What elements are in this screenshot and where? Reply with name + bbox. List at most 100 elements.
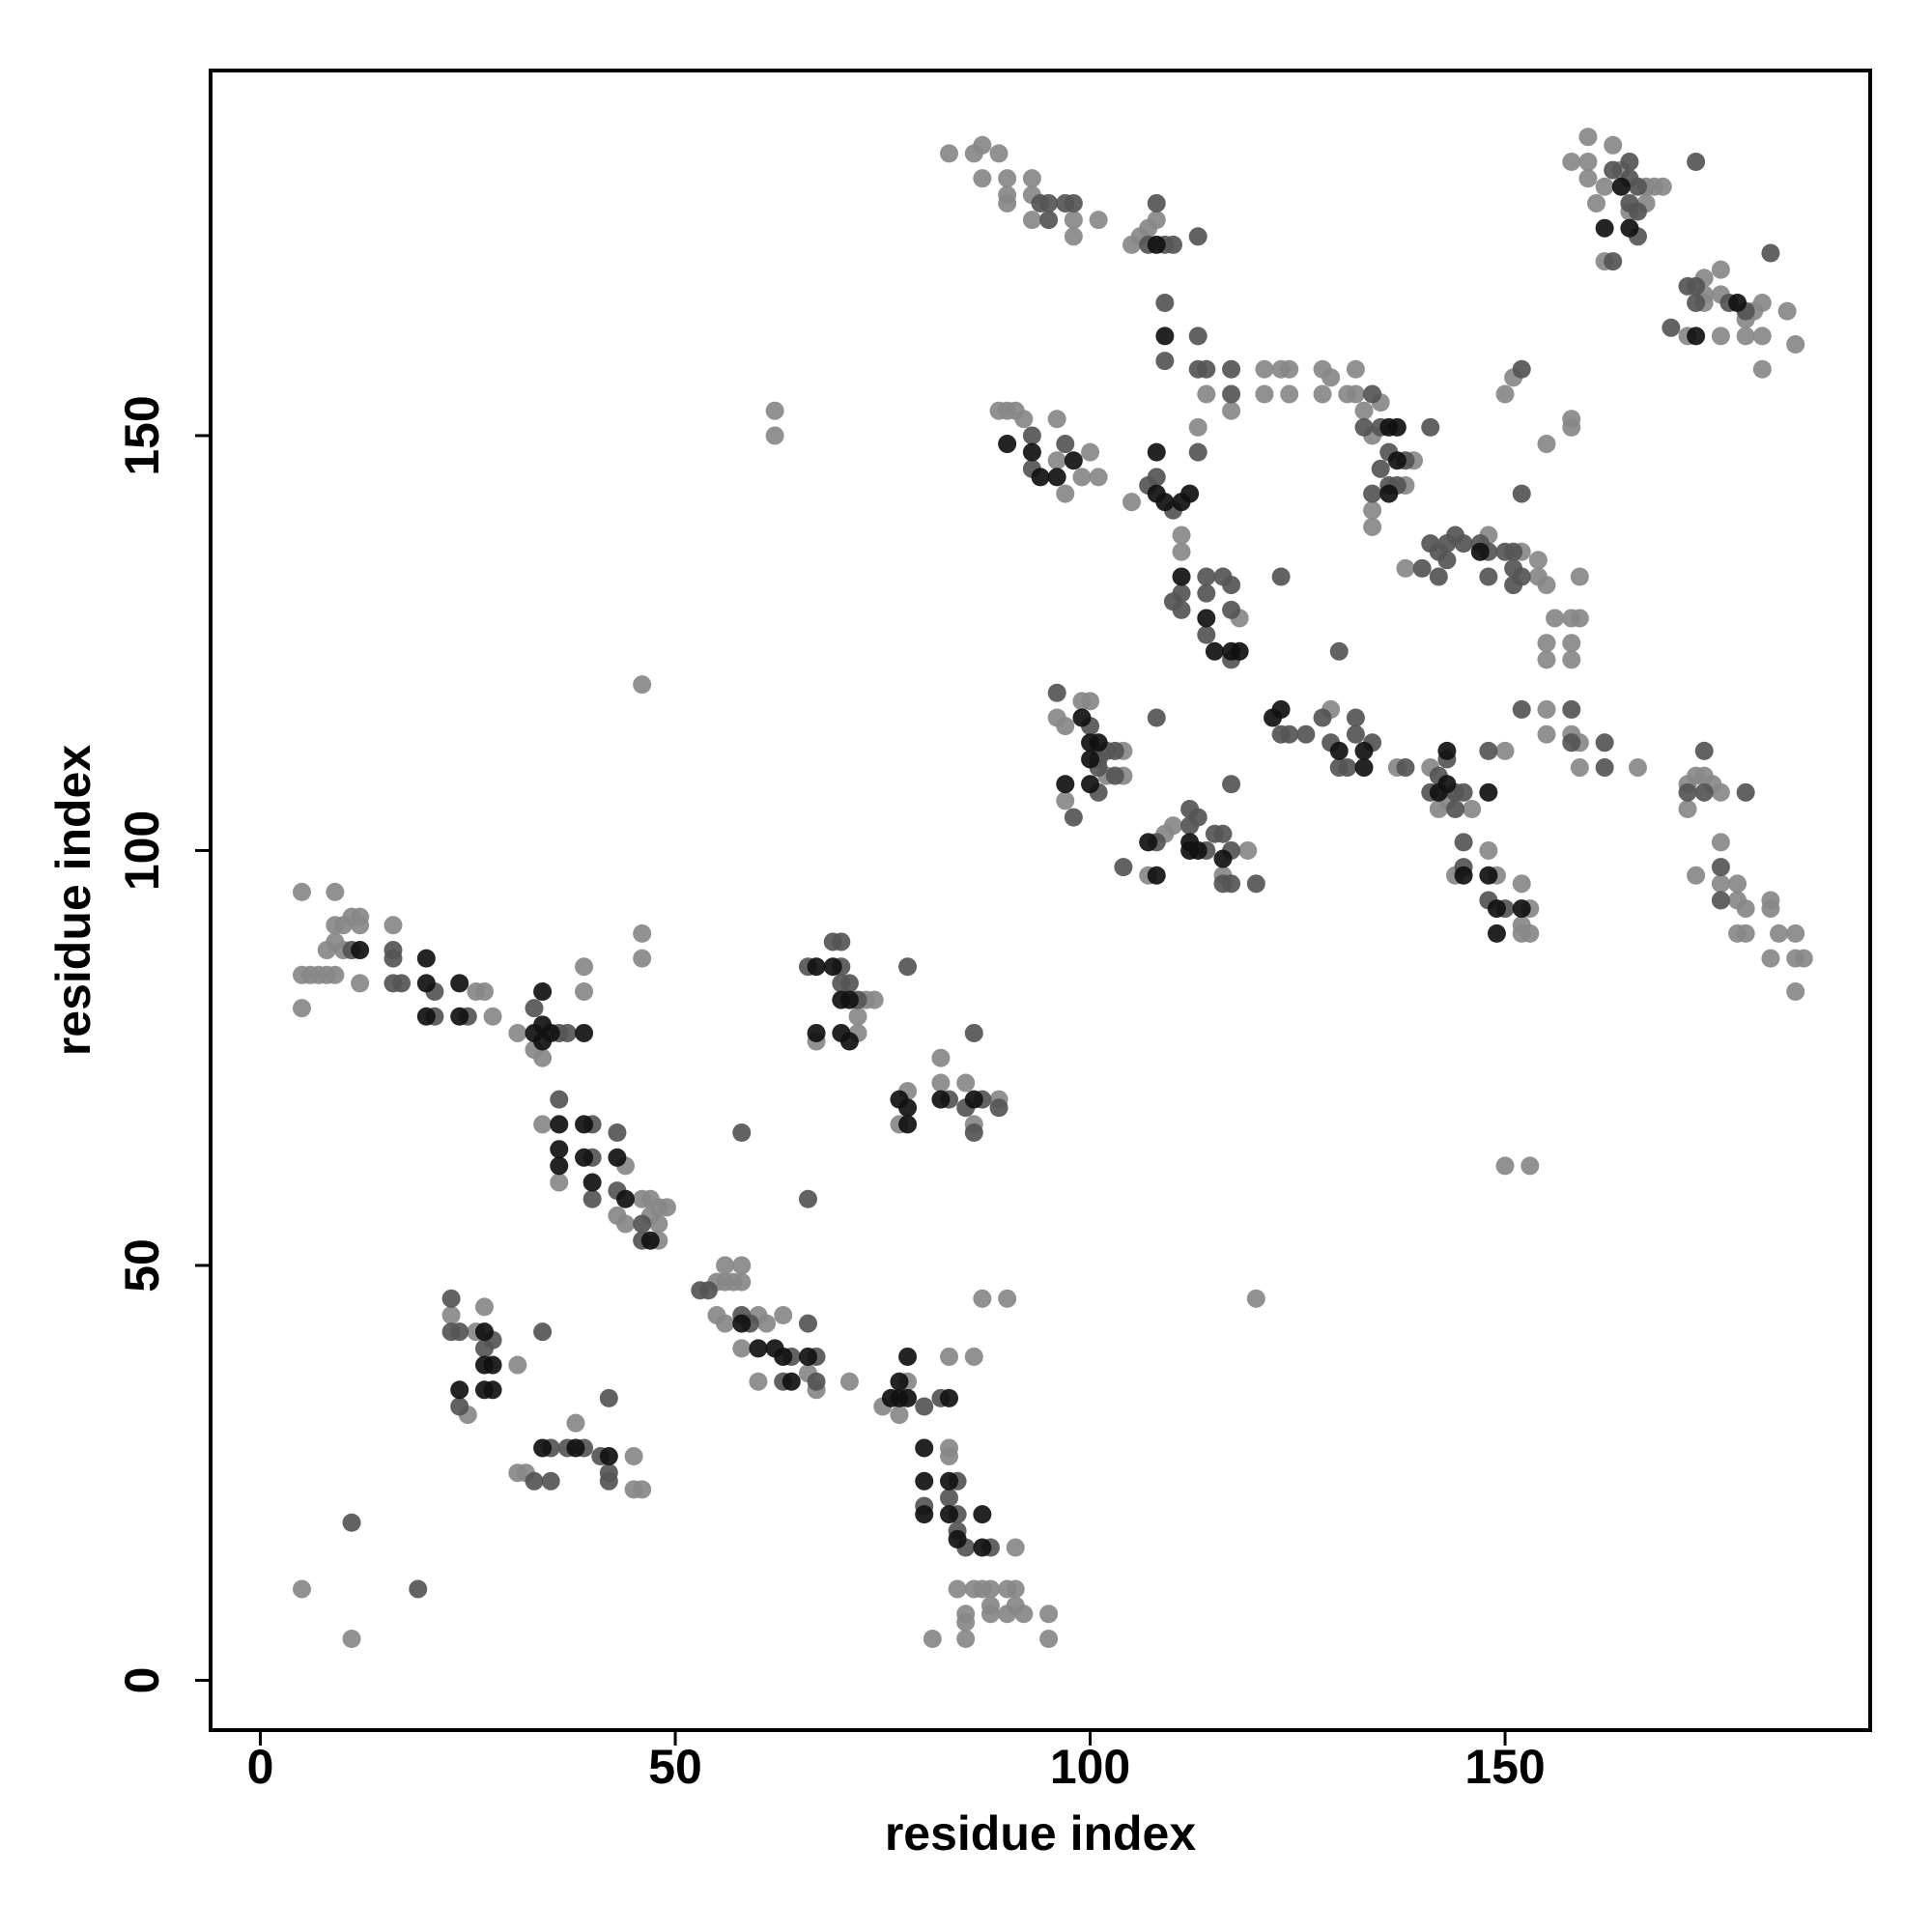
point xyxy=(1446,800,1464,819)
point xyxy=(1396,558,1415,578)
point xyxy=(1246,874,1265,894)
point xyxy=(1147,708,1166,727)
point xyxy=(1122,493,1141,512)
point xyxy=(1454,833,1473,852)
point xyxy=(640,1231,660,1250)
point xyxy=(1495,741,1515,760)
point xyxy=(1570,609,1589,628)
point xyxy=(1056,775,1075,794)
point xyxy=(1155,352,1175,371)
point xyxy=(575,1115,594,1134)
point xyxy=(1147,442,1166,462)
point xyxy=(1313,708,1332,727)
point xyxy=(483,1007,502,1026)
point xyxy=(940,144,959,163)
point xyxy=(1147,468,1166,487)
point xyxy=(633,1480,652,1499)
point xyxy=(1687,152,1706,171)
point xyxy=(1255,384,1274,404)
point xyxy=(749,1339,768,1358)
point xyxy=(1313,384,1332,404)
point xyxy=(1072,468,1092,487)
point xyxy=(931,1073,951,1093)
point xyxy=(541,1471,560,1491)
point xyxy=(1761,243,1780,263)
point xyxy=(839,1032,859,1051)
point xyxy=(1711,858,1730,877)
point xyxy=(525,1471,544,1491)
point xyxy=(1711,874,1730,894)
point xyxy=(384,916,403,935)
point xyxy=(416,1007,436,1026)
point xyxy=(807,1372,826,1391)
point xyxy=(1437,741,1457,760)
point xyxy=(616,1214,635,1234)
point xyxy=(1694,741,1714,760)
point xyxy=(633,675,652,695)
point xyxy=(474,981,494,1001)
point xyxy=(998,1289,1017,1308)
point xyxy=(1711,891,1730,910)
point xyxy=(1147,211,1166,230)
point xyxy=(915,1397,934,1416)
point xyxy=(1064,193,1083,213)
point xyxy=(848,1007,867,1026)
point xyxy=(1089,733,1108,753)
point xyxy=(1172,567,1191,586)
point xyxy=(1786,981,1805,1001)
point xyxy=(1089,468,1108,487)
point xyxy=(1155,493,1175,512)
point xyxy=(1155,294,1175,313)
point xyxy=(774,1306,793,1324)
y-tick-label: 0 xyxy=(115,1667,169,1694)
point xyxy=(1454,782,1473,802)
point xyxy=(1578,169,1598,188)
point xyxy=(1180,840,1200,860)
point xyxy=(533,1438,553,1458)
point xyxy=(765,426,784,445)
point xyxy=(326,965,345,984)
point xyxy=(557,1023,577,1042)
point xyxy=(1039,1605,1059,1624)
point xyxy=(1578,128,1598,147)
point xyxy=(1479,567,1498,586)
point xyxy=(1429,567,1448,586)
point xyxy=(624,1447,643,1466)
point xyxy=(525,999,544,1018)
point xyxy=(1047,410,1066,429)
point xyxy=(1512,699,1531,719)
point xyxy=(1786,334,1805,354)
point xyxy=(798,1314,817,1333)
point xyxy=(973,1289,992,1308)
point xyxy=(1562,699,1581,719)
point xyxy=(1238,840,1258,860)
point xyxy=(616,1189,635,1208)
point xyxy=(1495,1156,1515,1176)
point xyxy=(657,1198,676,1217)
point xyxy=(1114,858,1133,877)
point xyxy=(980,1579,1000,1599)
point xyxy=(1296,724,1316,744)
point xyxy=(1081,775,1100,794)
point xyxy=(940,1488,959,1507)
point xyxy=(1537,576,1556,595)
point xyxy=(1454,534,1473,554)
point xyxy=(1271,699,1291,719)
x-tick-label: 100 xyxy=(1050,1740,1130,1794)
point xyxy=(839,974,859,993)
point xyxy=(1222,384,1241,404)
point xyxy=(956,1073,976,1093)
point xyxy=(964,1347,983,1366)
point xyxy=(1694,782,1714,802)
point xyxy=(1595,218,1614,238)
point xyxy=(1188,327,1208,346)
point xyxy=(450,1007,469,1026)
point xyxy=(441,1306,461,1324)
point xyxy=(1081,442,1100,462)
point xyxy=(915,1471,934,1491)
point xyxy=(915,1438,934,1458)
point xyxy=(798,1189,817,1208)
point xyxy=(1147,193,1166,213)
point xyxy=(1354,741,1374,760)
point xyxy=(1039,211,1059,230)
